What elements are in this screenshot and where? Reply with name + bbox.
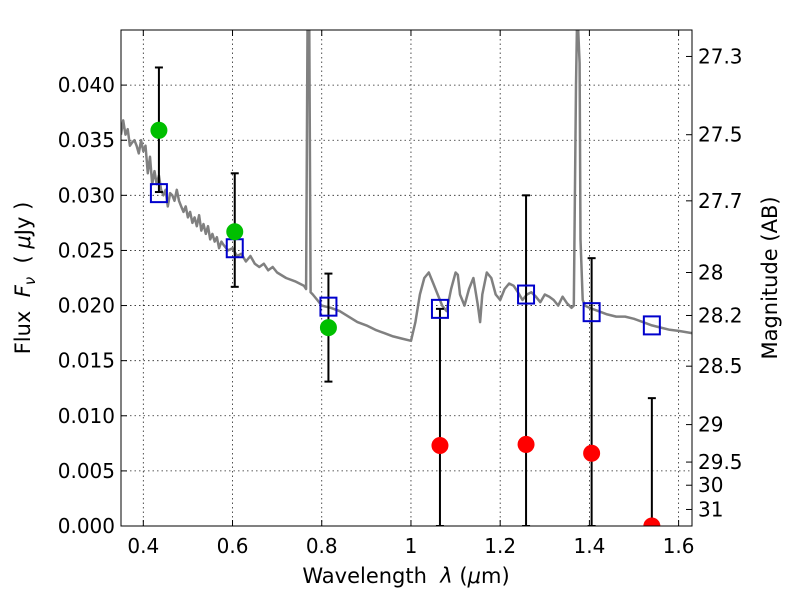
- y2-tick-label: 31: [698, 497, 723, 521]
- y-tick-label: 0.020: [58, 294, 115, 318]
- model-photometry-square: [430, 298, 449, 319]
- x-tick-label: 1: [405, 534, 418, 558]
- observed-flux-circle: [643, 517, 661, 526]
- observed-flux-circle: [226, 223, 244, 241]
- x-axis-lambda: λ: [439, 564, 452, 588]
- observed-flux-circle: [431, 437, 449, 455]
- model-photometry-square: [149, 183, 168, 204]
- y-axis-label-text: Flux: [11, 297, 35, 354]
- y-axis-symbol: F: [11, 284, 35, 297]
- x-tick-label: 1.6: [663, 534, 695, 558]
- y-tick-label: 0.005: [58, 459, 115, 483]
- y2-tick-label: 29.5: [698, 450, 743, 474]
- model-photometry-square: [642, 315, 661, 336]
- y-tick-label: 0.040: [58, 73, 115, 97]
- y2-tick-label: 30: [698, 473, 723, 497]
- x-axis-unit-close: m): [481, 564, 510, 588]
- model-photometry-square: [582, 302, 601, 323]
- plot-frame: [120, 29, 693, 527]
- y2-tick-label: 27.5: [698, 123, 743, 147]
- observed-flux-circle: [319, 319, 337, 337]
- y-tick-label: 0.015: [58, 349, 115, 373]
- x-axis-unit-open: (: [453, 564, 468, 588]
- x-tick-label: 1.2: [484, 534, 516, 558]
- y-tick-label: 0.000: [58, 514, 115, 538]
- x-tick-label: 0.6: [217, 534, 249, 558]
- model-photometry-square: [319, 296, 338, 317]
- x-tick-label: 0.8: [306, 534, 338, 558]
- observed-flux-circle: [150, 121, 168, 139]
- y-axis-unit-close: Jy ): [11, 202, 35, 238]
- observed-flux-circle: [517, 435, 535, 453]
- y2-tick-label: 28: [698, 260, 723, 284]
- model-spectrum-line: [121, 30, 692, 343]
- y-axis-subscript: ν: [21, 277, 39, 285]
- y2-tick-label: 29: [698, 413, 723, 437]
- grid-lines: [121, 30, 692, 526]
- x-axis-label: Wavelength λ (μm): [302, 564, 509, 588]
- axis-ticks: [121, 30, 692, 527]
- y-axis-unit-open: (: [11, 249, 35, 277]
- x-axis-label-text: Wavelength: [302, 564, 440, 588]
- x-tick-label: 0.4: [127, 534, 159, 558]
- x-tick-label: 1.4: [573, 534, 605, 558]
- x-axis-mu: μ: [467, 564, 481, 588]
- observed-flux-circle: [583, 444, 601, 462]
- y-tick-label: 0.030: [58, 183, 115, 207]
- y2-tick-label: 27.7: [698, 189, 743, 213]
- model-photometry-square: [517, 284, 536, 305]
- y2-tick-label: 28.5: [698, 354, 743, 378]
- y-tick-label: 0.010: [58, 404, 115, 428]
- y-axis-label: Flux Fν ( μJy ): [11, 202, 39, 355]
- y-tick-label: 0.035: [58, 128, 115, 152]
- y-tick-label: 0.025: [58, 238, 115, 262]
- y2-tick-label: 27.3: [698, 44, 743, 68]
- data-points: [149, 121, 661, 526]
- y2-tick-label: 28.2: [698, 303, 743, 327]
- y2-axis-label: Magnitude (AB): [758, 196, 782, 359]
- y-axis-mu: μ: [11, 235, 35, 249]
